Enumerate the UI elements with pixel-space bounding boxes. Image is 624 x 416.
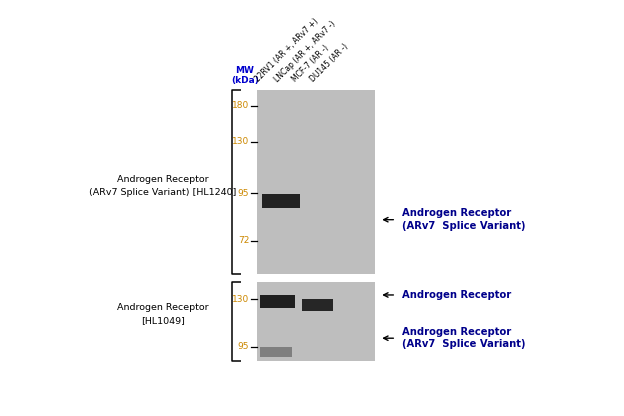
Text: Androgen Receptor
(ARv7  Splice Variant): Androgen Receptor (ARv7 Splice Variant) bbox=[402, 208, 525, 231]
Text: 95: 95 bbox=[238, 188, 249, 198]
Text: Androgen Receptor: Androgen Receptor bbox=[402, 290, 511, 300]
Bar bbox=[260, 295, 295, 308]
Bar bbox=[302, 299, 333, 311]
Bar bbox=[261, 194, 300, 208]
Text: 180: 180 bbox=[232, 101, 249, 110]
Bar bbox=[260, 347, 293, 357]
Bar bbox=[257, 282, 376, 361]
Text: DU145 (AR -): DU145 (AR -) bbox=[309, 42, 350, 84]
Text: 130: 130 bbox=[232, 137, 249, 146]
Text: 22RV1 (AR +, ARv7 +): 22RV1 (AR +, ARv7 +) bbox=[253, 17, 320, 84]
Text: Androgen Receptor
(ARv7 Splice Variant) [HL1240]: Androgen Receptor (ARv7 Splice Variant) … bbox=[89, 175, 236, 197]
Text: 95: 95 bbox=[238, 342, 249, 351]
Bar bbox=[257, 90, 376, 274]
Text: Androgen Receptor
(ARv7  Splice Variant): Androgen Receptor (ARv7 Splice Variant) bbox=[402, 327, 525, 349]
Text: MCF-7 (AR -): MCF-7 (AR -) bbox=[291, 43, 331, 84]
Text: 130: 130 bbox=[232, 295, 249, 304]
Text: LNCap (AR +, ARv7 -): LNCap (AR +, ARv7 -) bbox=[272, 19, 337, 84]
Text: MW
(kDa): MW (kDa) bbox=[231, 67, 259, 85]
Text: Androgen Receptor
[HL1049]: Androgen Receptor [HL1049] bbox=[117, 303, 208, 325]
Text: 72: 72 bbox=[238, 236, 249, 245]
